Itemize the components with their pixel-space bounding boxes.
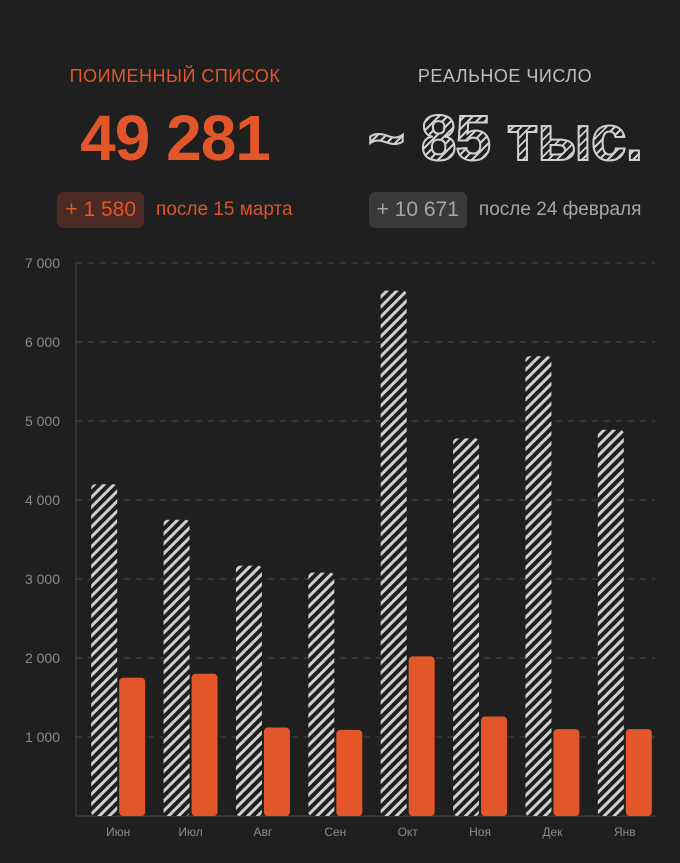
y-tick-label: 2 000 [25,650,60,666]
bar-solid-Янв [625,729,652,816]
real-number-label: РЕАЛЬНОЕ ЧИСЛО [417,66,593,86]
bar-hatched-Сен [308,572,335,816]
named-list-delta-row: + 1 580 после 15 марта [40,192,310,228]
bar-solid-Авг [263,727,290,816]
x-tick-label: Дек [542,825,563,839]
x-tick-label: Ноя [469,825,491,839]
y-tick-label: 5 000 [25,413,60,429]
bar-solid-Окт [408,656,435,816]
x-tick-label: Окт [398,825,419,839]
bar-hatched-Июн [91,484,118,816]
y-tick-label: 7 000 [25,255,60,271]
y-tick-label: 4 000 [25,492,60,508]
bar-solid-Июн [119,677,146,816]
bar-solid-Ноя [481,716,508,816]
bar-hatched-Ноя [453,438,480,816]
real-number-delta-badge: + 10 671 [368,192,467,228]
bar-solid-Июл [191,673,218,816]
bars [91,290,652,816]
real-number-stat: РЕАЛЬНОЕ ЧИСЛО ~ 85 тыс. + 10 671 после … [350,64,660,228]
real-number-delta-row: + 10 671 после 24 февраля [350,192,660,228]
x-tick-label: Сен [324,825,346,839]
bar-hatched-Окт [380,290,407,816]
bar-hatched-Янв [597,429,624,816]
axis-labels: 1 000 2 000 3 000 4 000 5 000 6 000 7 000 Июн Ию… [25,255,636,839]
y-tick-label: 6 000 [25,334,60,350]
x-tick-label: Июн [106,825,130,839]
x-tick-label: Янв [614,825,636,839]
named-list-value: 49 281 [80,102,271,174]
y-tick-label: 1 000 [25,729,60,745]
real-number-value: ~ 85 тыс. [350,101,660,175]
bar-hatched-Авг [235,565,262,816]
bar-chart: 1 000 2 000 3 000 4 000 5 000 6 000 7 000 Июн Ию… [25,255,655,839]
bar-hatched-Дек [525,356,552,816]
real-number-delta-note: после 24 февраля [478,199,642,220]
named-list-label: ПОИМЕННЫЙ СПИСОК [69,66,281,86]
named-list-delta-note: после 15 марта [156,199,293,220]
y-tick-label: 3 000 [25,571,60,587]
named-list-delta-badge: + 1 580 [57,192,145,228]
bar-solid-Дек [553,729,580,816]
x-tick-label: Авг [254,825,273,839]
bar-solid-Сен [336,729,363,816]
named-list-stat: ПОИМЕННЫЙ СПИСОК 49 281 + 1 580 после 15… [40,64,310,228]
bar-hatched-Июл [163,519,190,816]
x-tick-label: Июл [178,825,202,839]
